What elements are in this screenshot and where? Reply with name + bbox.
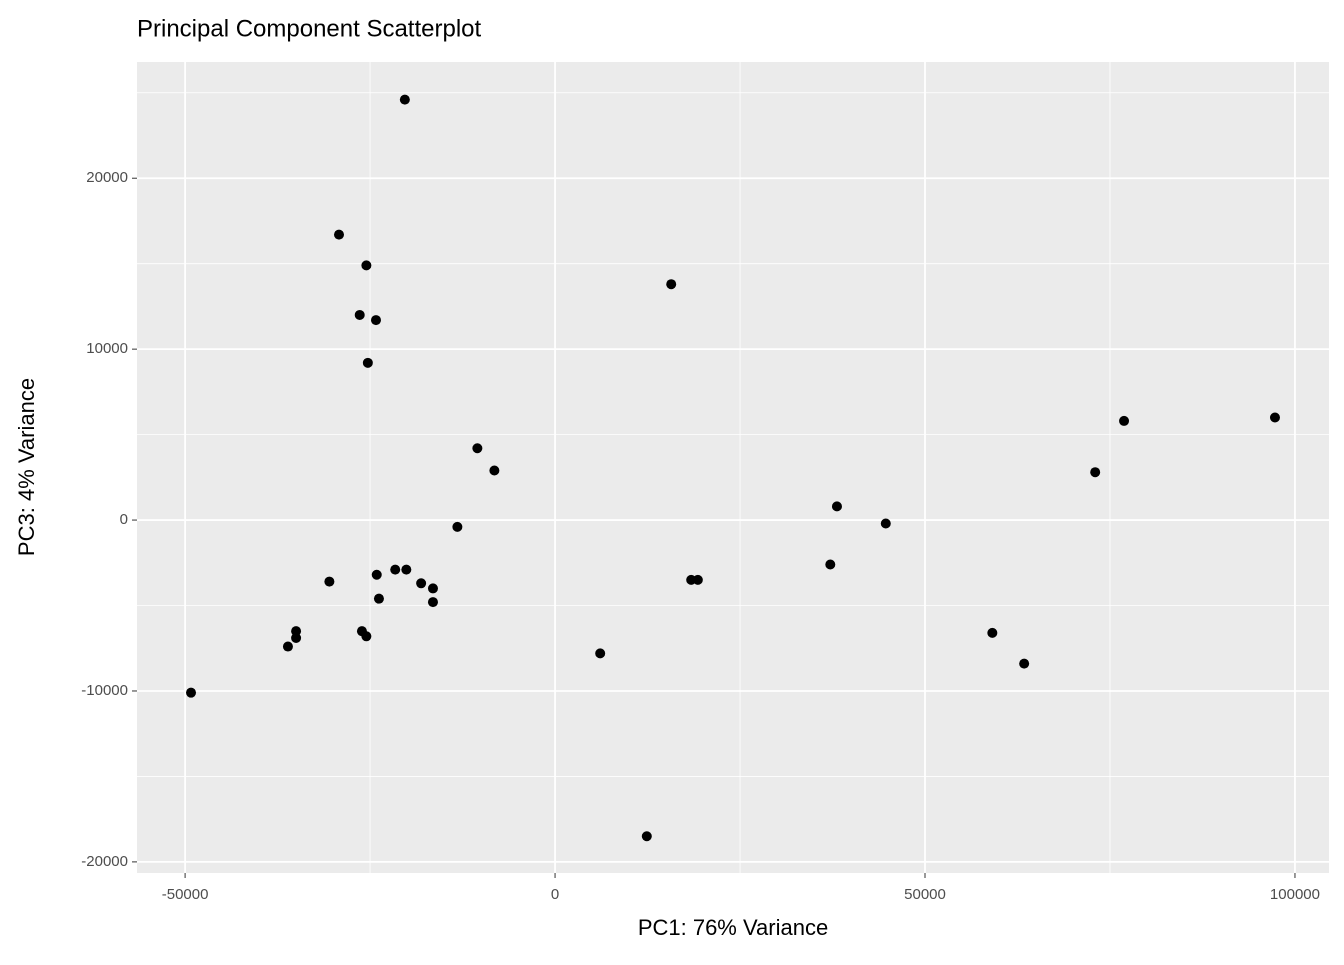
point xyxy=(291,632,302,643)
point xyxy=(373,593,384,604)
point xyxy=(291,626,302,637)
chart-title: Principal Component Scatterplot xyxy=(137,15,482,42)
point xyxy=(472,443,483,454)
point xyxy=(1090,467,1101,478)
point xyxy=(595,648,606,659)
y-tick-label: -20000 xyxy=(81,853,128,870)
point xyxy=(987,627,998,638)
point xyxy=(401,564,412,575)
point xyxy=(324,576,335,587)
point xyxy=(354,309,365,320)
point xyxy=(371,569,382,580)
point xyxy=(362,357,373,368)
x-tick-label: 0 xyxy=(551,886,559,903)
point xyxy=(1269,412,1280,423)
point xyxy=(333,229,344,240)
point xyxy=(361,631,372,642)
x-tick-label: 50000 xyxy=(904,886,946,903)
points xyxy=(186,94,1280,842)
point xyxy=(489,465,500,476)
point xyxy=(1019,658,1030,669)
point xyxy=(416,578,427,589)
point xyxy=(641,831,652,842)
x-tick-label: 100000 xyxy=(1270,886,1320,903)
point xyxy=(880,518,891,529)
point xyxy=(1119,415,1130,426)
point xyxy=(399,94,410,105)
panel xyxy=(137,62,1329,873)
point xyxy=(390,564,401,575)
point xyxy=(427,583,438,594)
y-axis-label: PC3: 4% Variance xyxy=(14,378,39,556)
point xyxy=(666,279,677,290)
point xyxy=(361,260,372,271)
point xyxy=(427,597,438,608)
point xyxy=(831,501,842,512)
x-axis-label: PC1: 76% Variance xyxy=(638,915,828,940)
point xyxy=(452,521,463,532)
point xyxy=(186,687,197,698)
y-tick-label: -10000 xyxy=(81,682,128,699)
point xyxy=(282,641,293,652)
y-tick-label: 10000 xyxy=(86,340,128,357)
point xyxy=(370,315,381,326)
y-tick-label: 0 xyxy=(120,511,128,528)
grid xyxy=(137,62,1329,873)
point xyxy=(825,559,836,570)
y-tick-label: 20000 xyxy=(86,169,128,186)
x-tick-label: -50000 xyxy=(162,886,209,903)
point xyxy=(692,574,703,585)
